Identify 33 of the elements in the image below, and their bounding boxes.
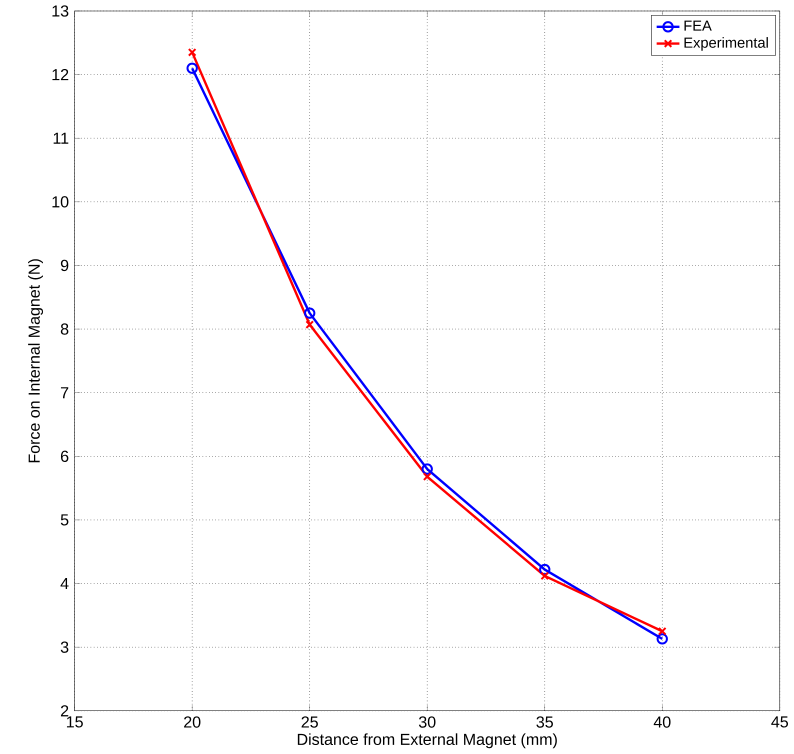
y-tick-label: 8 [60,324,68,335]
y-tick-label: 6 [60,450,68,462]
y-tick-label: 11 [54,132,68,144]
point [305,320,314,330]
point [188,48,196,57]
y-tick-label: 10 [52,196,68,208]
point [656,633,668,645]
point [658,627,667,636]
legend-label: Experimental [684,37,768,51]
y-tick-label: 13 [52,6,68,17]
point [422,464,433,475]
point [304,308,316,320]
x-tick-label: 30 [418,716,436,728]
x-tick-label: 15 [66,716,83,728]
y-tick-label: 2 [60,705,68,717]
y-tick-label: 3 [60,642,68,654]
x-tick-label: 45 [771,716,788,728]
legend-label: FEA [684,20,712,31]
point [422,472,432,482]
x-tick-label: 25 [302,716,318,728]
point [186,62,198,74]
x-tick-label: 40 [654,716,671,728]
y-tick-label: 5 [60,514,68,526]
x-axis-title: Distance from External Magnet (mm) [298,734,557,748]
y-tick-label: 4 [60,578,69,590]
x-tick-label: 20 [184,716,200,728]
y-tick-label: 9 [60,260,68,272]
point [539,564,550,576]
point [540,572,550,580]
y-axis-title: Force on Internal Magnet (N) [28,259,43,462]
y-tick-label: 12 [52,69,68,80]
x-tick-label: 35 [536,716,553,728]
y-tick-label: 7 [60,387,68,398]
